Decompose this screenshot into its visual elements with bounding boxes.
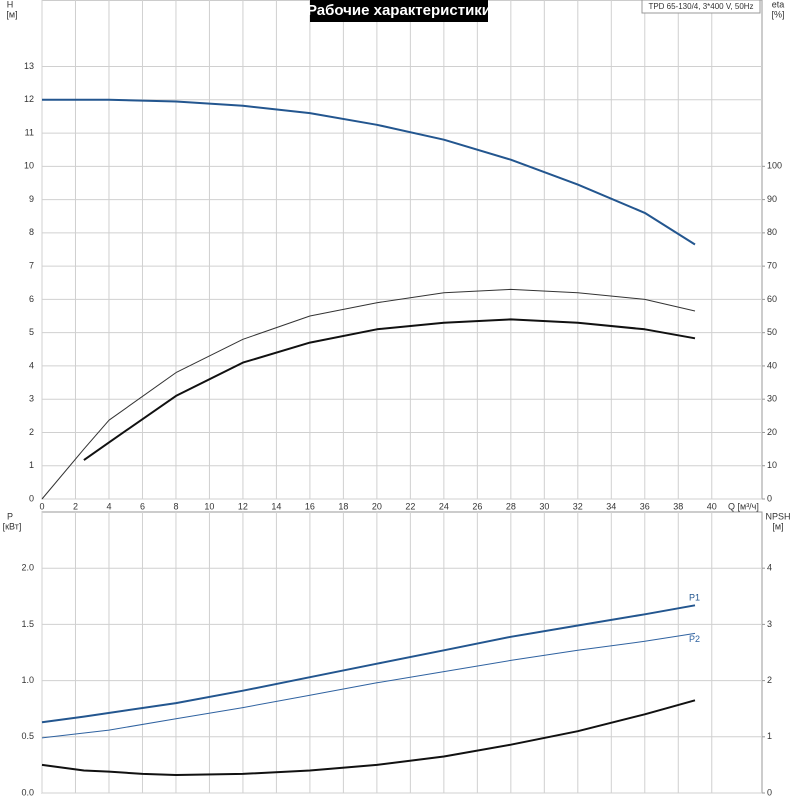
y-axis-unit: [м] [6, 9, 17, 19]
y-tick-label: 2 [29, 427, 34, 437]
x-tick-label: 20 [372, 501, 382, 511]
series-line [41, 604, 696, 724]
x-tick-label: 32 [573, 501, 583, 511]
x-tick-label: 12 [238, 501, 248, 511]
x-axis-label: Q [м³/ч] [728, 501, 759, 511]
y-axis-label: H [7, 0, 14, 9]
y2-axis-label: NPSH [765, 511, 790, 521]
x-tick-label: 24 [439, 501, 449, 511]
series-label: P1 [689, 593, 700, 603]
x-tick-label: 30 [539, 501, 549, 511]
x-tick-label: 40 [707, 501, 717, 511]
plots: 0 2 4 6 8 10 12 14 16 18 20 22 24 26 28 30 32 34 36 38 40012… [3, 0, 791, 797]
y-tick-label: 8 [29, 227, 34, 237]
x-tick-label: 14 [271, 501, 281, 511]
y-tick-label: 12 [24, 94, 34, 104]
info-box [641, 0, 761, 14]
x-tick-label: 16 [305, 501, 315, 511]
y-tick-label: 9 [29, 194, 34, 204]
x-tick-label: 26 [472, 501, 482, 511]
y-tick-label: 2.0 [21, 563, 34, 573]
title-background [310, 0, 488, 22]
x-tick-label: 18 [338, 501, 348, 511]
y-tick-label: 1.5 [21, 619, 34, 629]
y2-tick-label: 50 [767, 327, 777, 337]
y-tick-label: 4 [29, 360, 34, 370]
y2-tick-label: 30 [767, 394, 777, 404]
series-label: P2 [689, 634, 700, 644]
y2-tick-label: 70 [767, 261, 777, 271]
y-tick-label: 7 [29, 261, 34, 271]
x-tick-label: 34 [606, 501, 616, 511]
y2-tick-label: 90 [767, 194, 777, 204]
series-line [41, 288, 696, 500]
series-line [83, 318, 696, 461]
y2-tick-label: 3 [767, 619, 772, 629]
x-tick-label: 38 [673, 501, 683, 511]
x-tick-label: 36 [640, 501, 650, 511]
y2-axis-unit: [м] [772, 521, 783, 531]
x-tick-label: 0 [39, 501, 44, 511]
x-tick-label: 2 [73, 501, 78, 511]
x-tick-label: 28 [506, 501, 516, 511]
y-tick-label: 1.0 [21, 675, 34, 685]
y-tick-label: 3 [29, 394, 34, 404]
chart-title: Рабочие характеристики [307, 2, 491, 19]
info-text: TPD 65-130/4, 3*400 V, 50Hz [648, 2, 753, 11]
title-box: Рабочие характеристики [307, 0, 491, 22]
y2-tick-label: 0 [767, 787, 772, 797]
y-tick-label: 11 [25, 127, 34, 137]
y-axis-unit: [кВт] [3, 521, 22, 531]
y2-tick-label: 0 [767, 493, 772, 503]
series-line [42, 98, 696, 246]
plot-area [41, 0, 763, 500]
y-tick-label: 0.0 [21, 787, 34, 797]
y-tick-label: 0 [29, 493, 34, 503]
x-tick-label: 4 [106, 501, 111, 511]
x-tick-label: 6 [140, 501, 145, 511]
y-tick-label: 5 [29, 327, 34, 337]
y2-tick-label: 10 [767, 460, 777, 470]
y2-tick-label: 20 [767, 427, 777, 437]
y2-tick-label: 100 [767, 161, 782, 171]
y-tick-label: 6 [29, 294, 34, 304]
x-tick-label: 8 [173, 501, 178, 511]
y-tick-label: 10 [24, 161, 34, 171]
panel: 0.0 0.5 1.0 1.5 2.0 0 1 2 3 4 P[кВт] NPSH[м] P1 P2 [3, 511, 791, 797]
x-tick-label: 10 [204, 501, 214, 511]
plot-area [41, 511, 763, 794]
panel: 0 2 4 6 8 10 12 14 16 18 20 22 24 26 28 30 32 34 36 38 40012… [6, 0, 785, 511]
y-tick-label: 0.5 [21, 731, 34, 741]
y-axis-label: P [7, 511, 13, 521]
series-line [41, 699, 696, 776]
y2-axis-label: eta [772, 0, 785, 9]
y2-tick-label: 60 [767, 294, 777, 304]
series-line [41, 632, 696, 739]
y-tick-label: 1 [29, 460, 34, 470]
y2-tick-label: 4 [767, 563, 772, 573]
y2-tick-label: 2 [767, 675, 772, 685]
y2-axis-unit: [%] [771, 9, 784, 19]
y2-tick-label: 1 [767, 731, 772, 741]
y2-tick-label: 40 [767, 360, 777, 370]
y2-tick-label: 80 [767, 227, 777, 237]
x-tick-label: 22 [405, 501, 415, 511]
y-tick-label: 13 [24, 61, 34, 71]
